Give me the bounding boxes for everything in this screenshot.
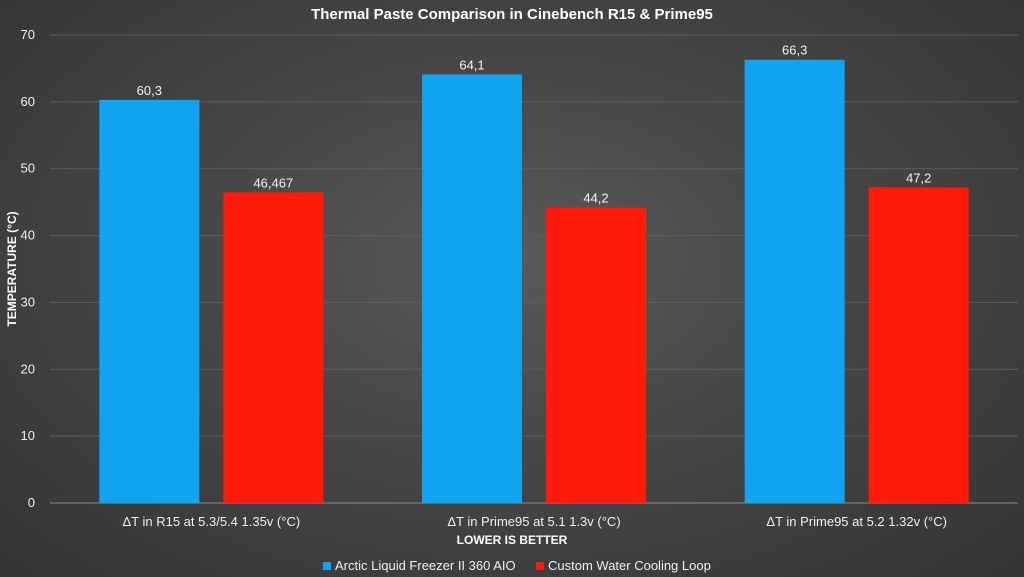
- x-category-label: ΔT in Prime95 at 5.2 1.32v (°C): [766, 514, 947, 529]
- legend-label-arctic: Arctic Liquid Freezer II 360 AIO: [335, 558, 516, 573]
- y-tick-label: 0: [28, 495, 35, 510]
- gridlines: [50, 34, 1018, 504]
- data-labels: 60,3 46,467 64,1 44,2 66,3 47,2: [137, 43, 932, 206]
- data-label-series2-cat3: 47,2: [906, 170, 931, 185]
- legend: Arctic Liquid Freezer II 360 AIO Custom …: [323, 558, 711, 573]
- legend-swatch-custom: [536, 562, 544, 570]
- bar-series1-cat2[interactable]: [422, 74, 522, 504]
- y-axis-title: TEMPERATURE (°C): [5, 211, 19, 326]
- data-label-series2-cat2: 44,2: [583, 190, 608, 205]
- chart-title: Thermal Paste Comparison in Cinebench R1…: [311, 6, 713, 23]
- bars: [99, 59, 969, 504]
- y-tick-label: 50: [21, 161, 35, 176]
- data-label-series1-cat1: 60,3: [137, 83, 162, 98]
- bar-series2-cat2[interactable]: [546, 207, 646, 503]
- data-label-series2-cat1: 46,467: [253, 175, 293, 190]
- y-tick-label: 60: [21, 94, 35, 109]
- legend-swatch-arctic: [323, 562, 331, 570]
- bar-series1-cat3[interactable]: [744, 59, 845, 503]
- data-label-series1-cat3: 66,3: [782, 43, 807, 58]
- x-category-label: ΔT in R15 at 5.3/5.4 1.35v (°C): [122, 514, 300, 529]
- bar-series2-cat1[interactable]: [223, 192, 324, 504]
- y-tick-label: 70: [21, 27, 35, 42]
- y-tick-label: 10: [21, 428, 35, 443]
- x-category-label: ΔT in Prime95 at 5.1 1.3v (°C): [447, 514, 620, 529]
- legend-label-custom: Custom Water Cooling Loop: [548, 558, 711, 573]
- legend-item-arctic[interactable]: Arctic Liquid Freezer II 360 AIO: [323, 558, 516, 573]
- x-axis-title: LOWER IS BETTER: [457, 533, 568, 547]
- data-label-series1-cat2: 64,1: [459, 57, 484, 72]
- y-axis-ticks: 0 10 20 30 40 50 60 70: [21, 27, 35, 510]
- y-tick-label: 30: [21, 294, 35, 309]
- y-tick-label: 40: [21, 228, 35, 243]
- y-tick-label: 20: [21, 361, 35, 376]
- legend-item-custom[interactable]: Custom Water Cooling Loop: [536, 558, 711, 573]
- x-axis-categories: ΔT in R15 at 5.3/5.4 1.35v (°C) ΔT in Pri…: [122, 514, 946, 529]
- bar-series1-cat1[interactable]: [99, 99, 200, 503]
- bar-series2-cat3[interactable]: [868, 187, 969, 504]
